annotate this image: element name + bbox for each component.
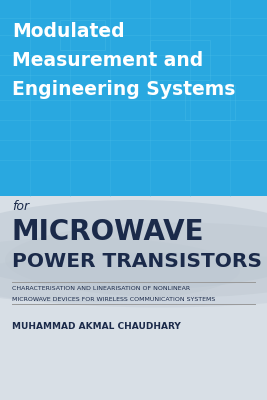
Text: MUHAMMAD AKMAL CHAUDHARY: MUHAMMAD AKMAL CHAUDHARY bbox=[12, 322, 181, 331]
Ellipse shape bbox=[0, 238, 240, 302]
Text: for: for bbox=[12, 200, 29, 213]
Bar bbox=[60, 20, 105, 50]
Text: MICROWAVE DEVICES FOR WIRELESS COMMUNICATION SYSTEMS: MICROWAVE DEVICES FOR WIRELESS COMMUNICA… bbox=[12, 297, 215, 302]
Bar bbox=[185, 85, 235, 120]
Text: Modulated: Modulated bbox=[12, 22, 125, 41]
Text: Engineering Systems: Engineering Systems bbox=[12, 80, 235, 99]
Ellipse shape bbox=[0, 200, 267, 290]
Text: CHARACTERISATION AND LINEARISATION OF NONLINEAR: CHARACTERISATION AND LINEARISATION OF NO… bbox=[12, 286, 190, 291]
Bar bbox=[150, 40, 210, 80]
Bar bbox=[0, 194, 267, 400]
Ellipse shape bbox=[0, 252, 267, 308]
Ellipse shape bbox=[5, 222, 267, 298]
Text: POWER TRANSISTORS: POWER TRANSISTORS bbox=[12, 252, 262, 271]
Text: Measurement and: Measurement and bbox=[12, 51, 203, 70]
Text: MICROWAVE: MICROWAVE bbox=[12, 218, 205, 246]
Bar bbox=[0, 0, 267, 196]
